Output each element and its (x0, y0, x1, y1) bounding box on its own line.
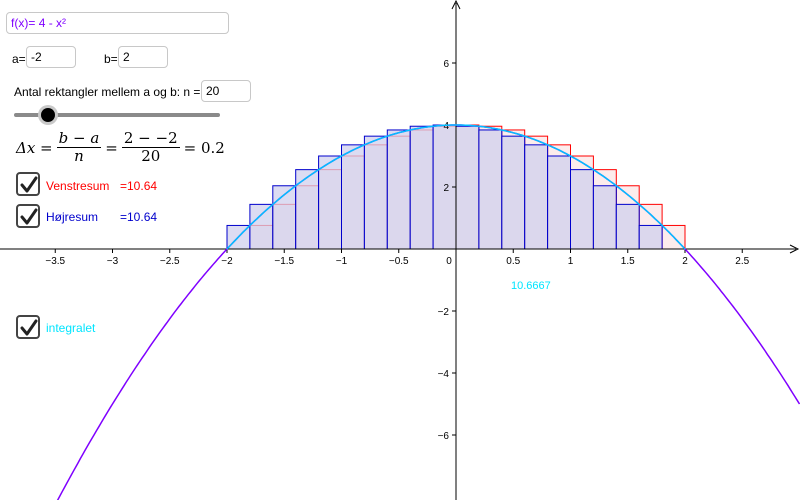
x-tick-labels: −3.5 −3 −2.5 −2 −1.5 −1 −0.5 0 0.5 1 1.5 2 2.5 (45, 249, 750, 267)
right-sum-rect (341, 144, 365, 250)
b-input[interactable]: 2 (118, 46, 168, 68)
formula-den2: 20 (141, 147, 161, 165)
formula-fraction-1: b − a n (56, 129, 102, 165)
formula-fraction-2: 2 − −2 20 (121, 129, 180, 165)
n-input[interactable]: 20 (201, 80, 251, 102)
y-tick-label: −6 (438, 431, 450, 442)
n-slider-knob[interactable] (41, 108, 55, 122)
y-tick-labels: 6 4 2 −2 −4 −6 (438, 59, 456, 442)
formula-num1: b − a (56, 129, 102, 148)
right-sum-rect (478, 129, 503, 250)
x-tick-label: −3.5 (45, 256, 65, 267)
function-input[interactable]: f(x)= 4 - x² (6, 12, 229, 34)
right-sum-rect (524, 144, 549, 250)
right-sum-rect (501, 135, 526, 250)
right-sum-rect (615, 203, 640, 250)
x-tick-label: 1.5 (621, 256, 635, 267)
integral-label: integralet (46, 321, 96, 335)
formula-delta: Δx = (16, 138, 53, 157)
y-tick-label: −4 (438, 369, 450, 380)
x-tick-label: −0.5 (389, 256, 409, 267)
formula-den1: n (74, 147, 84, 165)
hojresum-label: Højresum (46, 210, 99, 224)
n-slider-track[interactable] (14, 113, 220, 117)
function-value: 4 - x² (38, 16, 67, 30)
x-tick-label: −2 (221, 256, 233, 267)
delta-x-formula: Δx = b − a n = 2 − −2 20 = 0.2 (16, 130, 225, 165)
b-label: b= (104, 52, 118, 66)
right-sum-rect (318, 155, 343, 250)
venstresum-value: =10.64 (120, 179, 158, 193)
x-axis-arrow-icon (789, 244, 800, 254)
check-icon (20, 319, 38, 336)
right-sum-rect (592, 185, 617, 250)
formula-num2: 2 − −2 (121, 129, 180, 148)
right-sum-rect (638, 224, 663, 250)
right-sum-rect (363, 135, 388, 250)
y-tick-label: −2 (438, 307, 450, 318)
venstresum-checkbox[interactable] (16, 172, 40, 196)
integral-value-label: 10.6667 (511, 280, 551, 292)
right-sum-rect (409, 125, 434, 250)
right-sum-rect (295, 169, 320, 250)
x-tick-label: 2 (682, 256, 688, 267)
right-sum-rectangles (226, 124, 663, 250)
x-tick-label: 0 (446, 256, 452, 267)
right-sum-rect (386, 129, 411, 250)
x-tick-label: 2.5 (735, 256, 749, 267)
y-tick-label: 6 (443, 59, 449, 70)
function-label: f(x)= (11, 16, 36, 30)
right-sum-rect (249, 203, 274, 250)
integral-curve (226, 124, 686, 250)
y-axis-arrow-icon (451, 0, 461, 10)
x-tick-label: −1.5 (274, 256, 294, 267)
check-icon (20, 176, 38, 193)
x-tick-label: −2.5 (160, 256, 180, 267)
right-sum-rect (547, 155, 571, 250)
right-sum-rect (455, 125, 480, 250)
a-input[interactable]: -2 (26, 46, 76, 68)
venstresum-label: Venstresum (46, 179, 110, 193)
x-tick-label: 0.5 (506, 256, 520, 267)
x-tick-label: 1 (568, 256, 574, 267)
x-tick-label: −1 (336, 256, 348, 267)
n-label: Antal rektangler mellem a og b: n = (14, 85, 201, 99)
formula-eq1: = (105, 138, 118, 157)
hojresum-checkbox[interactable] (16, 204, 40, 228)
y-tick-label: 4 (443, 121, 449, 132)
formula-result: = 0.2 (183, 138, 225, 157)
hojresum-value: =10.64 (120, 210, 158, 224)
integral-checkbox[interactable] (16, 315, 40, 339)
x-tick-label: −3 (107, 256, 119, 267)
a-label: a= (12, 52, 26, 66)
check-icon (20, 208, 38, 225)
y-tick-label: 2 (443, 183, 449, 194)
right-sum-rect (570, 169, 594, 250)
